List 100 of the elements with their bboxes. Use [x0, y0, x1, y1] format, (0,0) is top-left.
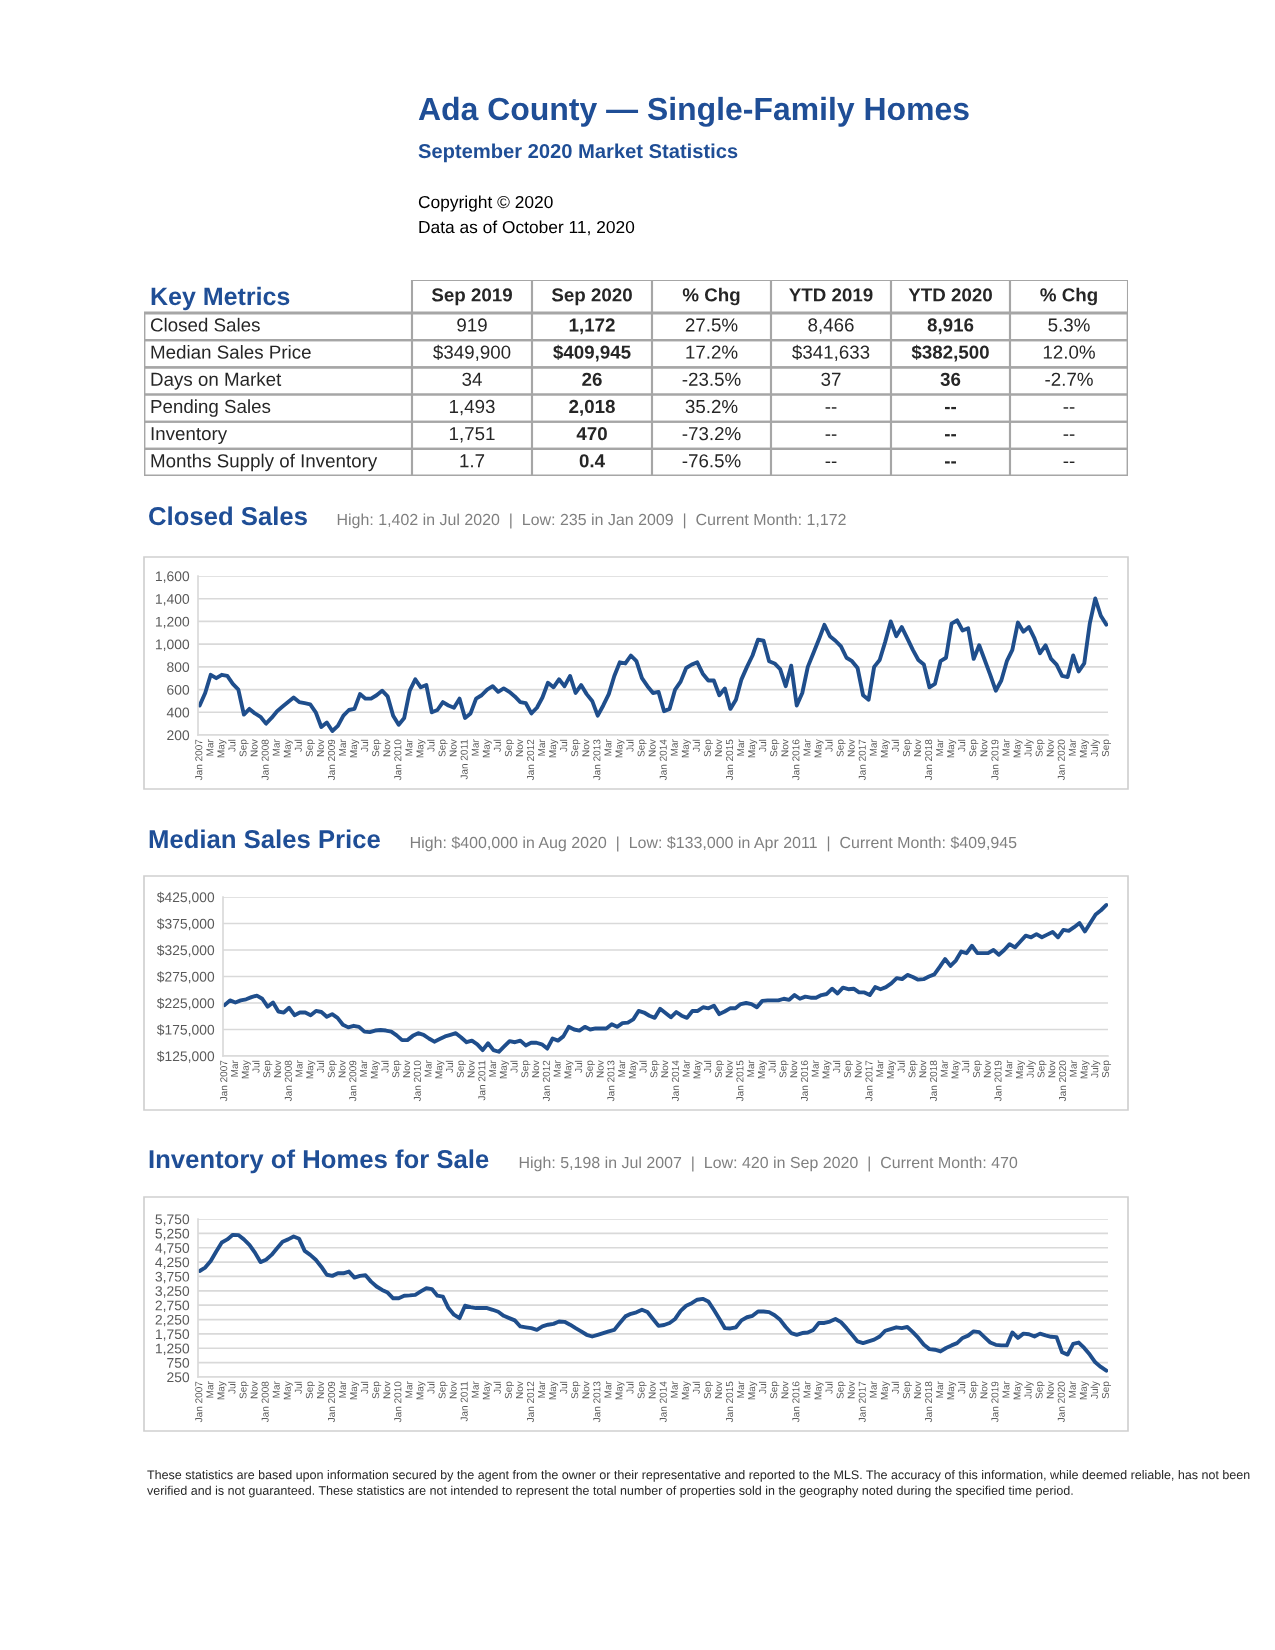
x-tick-label: Jul: [825, 1381, 833, 1394]
x-tick-label: Jan 2013: [593, 1381, 601, 1423]
x-tick-label: Sep: [438, 739, 448, 757]
y-tick-label: 1,750: [155, 1329, 190, 1341]
y-tick-label: $425,000: [156, 891, 215, 904]
y-tick-label: 1,250: [155, 1343, 190, 1356]
x-tick-label: Jul: [891, 1381, 899, 1394]
y-tick-label: 4,750: [155, 1243, 190, 1255]
text: $349,900: [433, 344, 511, 361]
text: --: [1063, 434, 1075, 436]
x-tick-label: Sep: [1101, 1381, 1111, 1399]
x-tick-label: July: [1024, 739, 1034, 757]
x-tick-label: May: [217, 1381, 227, 1400]
category-label: Months Supply of Inventory: [151, 453, 378, 472]
x-tick-label: Sep: [779, 1060, 789, 1078]
x-tick-label: Sep: [1101, 1060, 1112, 1078]
x-tick-label: Mar: [206, 739, 214, 756]
text: --: [1063, 461, 1075, 464]
x-tick-label: Mar: [339, 739, 347, 756]
y-tick-label: 5,250: [155, 1228, 190, 1241]
chart-subtitle: High: $400,000 in Aug 2020 | Low: $133,000 in Apr 2011 | Current Month: $409,945: [410, 836, 1017, 852]
x-tick-label: Jan 2012: [526, 739, 535, 781]
x-tick-label: Nov: [582, 739, 590, 757]
x-tick-label: Nov: [467, 1060, 475, 1078]
x-tick-label: Jul: [360, 1381, 369, 1394]
x-tick-label: Jan 2007: [195, 739, 203, 781]
x-tick-label: Jul: [768, 1060, 776, 1073]
x-tick-label: Sep: [571, 739, 581, 757]
x-tick-label: Nov: [1048, 1060, 1056, 1078]
x-tick-label: Mar: [1069, 1060, 1077, 1077]
category-label: YTD 2019: [789, 288, 873, 302]
x-tick-label: Mar: [1068, 739, 1076, 756]
text: -23.5%: [682, 372, 741, 386]
x-tick-label: May: [435, 1060, 445, 1079]
x-tick-label: Mar: [272, 739, 280, 756]
x-tick-label: Nov: [790, 1060, 798, 1078]
chart-title: Inventory of Homes for Sale: [149, 1149, 489, 1174]
x-tick-label: Jul: [574, 1060, 583, 1073]
x-tick-label: Sep: [239, 739, 249, 757]
x-tick-label: Nov: [532, 1060, 540, 1078]
x-tick-label: Sep: [969, 1381, 979, 1399]
x-tick-label: Mar: [604, 739, 612, 756]
x-tick-label: Nov: [403, 1060, 411, 1078]
x-tick-label: Sep: [571, 1381, 581, 1399]
chart-title: Closed Sales: [149, 506, 307, 526]
x-tick-label: Jul: [703, 1060, 712, 1073]
x-tick-label: Jan 2014: [659, 1381, 667, 1423]
x-tick-label: Mar: [936, 1381, 944, 1398]
text: 35.2%: [685, 399, 738, 414]
x-tick-label: May: [947, 739, 957, 758]
x-tick-label: Mar: [803, 739, 811, 756]
x-tick-label: Sep: [1035, 1381, 1045, 1399]
x-tick-label: May: [217, 739, 227, 758]
x-tick-label: May: [880, 1381, 890, 1400]
y-tick-label: $125,000: [156, 1050, 215, 1063]
x-tick-label: Nov: [919, 1060, 927, 1078]
x-tick-label: Mar: [940, 1060, 948, 1077]
x-tick-label: Mar: [670, 1381, 678, 1398]
x-tick-label: May: [951, 1060, 961, 1079]
text: These statistics are based upon information secured by the agent from the owner or their representative and reported to the MLS. The accuracy of this information, while deemed reliable, has not been verified and is not guaranteed. These statistics are not intended to represent the total number of properties sold in the geography noted during the specified time period.: [147, 1470, 1250, 1498]
x-tick-label: Jul: [445, 1060, 454, 1073]
x-tick-label: Sep: [263, 1060, 273, 1078]
x-tick-label: Nov: [980, 1381, 988, 1399]
text: Key Metrics: [151, 286, 290, 311]
x-tick-label: Mar: [936, 739, 944, 756]
x-tick-label: May: [350, 1381, 360, 1400]
x-tick-label: May: [1013, 1381, 1023, 1400]
x-tick-label: Mar: [670, 739, 678, 756]
x-tick-label: Nov: [516, 739, 523, 757]
x-tick-label: Nov: [250, 1381, 258, 1399]
y-tick-label: 3,750: [155, 1271, 190, 1284]
text: 2,018: [569, 399, 615, 416]
x-tick-label: Sep: [703, 739, 713, 757]
x-tick-label: Jul: [493, 739, 501, 752]
x-tick-label: Mar: [272, 1381, 280, 1398]
x-tick-label: Mar: [811, 1060, 819, 1077]
x-tick-label: Jul: [639, 1060, 647, 1073]
x-tick-label: Sep: [714, 1060, 724, 1078]
x-tick-label: Jan 2012: [542, 1060, 550, 1102]
text: $409,945: [553, 344, 631, 362]
x-tick-label: May: [748, 739, 758, 758]
x-tick-label: Sep: [392, 1060, 402, 1078]
x-tick-label: Jul: [360, 739, 369, 752]
x-tick-label: May: [283, 1381, 293, 1400]
x-tick-label: Mar: [1068, 1381, 1076, 1398]
text: 0.4: [579, 454, 605, 468]
x-tick-label: Nov: [316, 1381, 324, 1399]
x-tick-label: Jan 2019: [991, 1381, 999, 1423]
category-label: Inventory: [151, 427, 228, 444]
text: Data as of October 11, 2020: [419, 220, 635, 236]
x-tick-label: Mar: [1002, 1381, 1010, 1398]
x-tick-label: Jul: [381, 1060, 389, 1073]
x-tick-label: Mar: [1005, 1060, 1013, 1077]
x-tick-label: Mar: [604, 1381, 612, 1398]
x-tick-label: Jul: [427, 1381, 435, 1394]
x-tick-label: Sep: [969, 739, 979, 757]
x-tick-label: Jul: [897, 1060, 905, 1073]
x-tick-label: May: [306, 1060, 316, 1079]
y-tick-label: 200: [167, 730, 190, 741]
x-tick-label: Nov: [854, 1060, 862, 1078]
